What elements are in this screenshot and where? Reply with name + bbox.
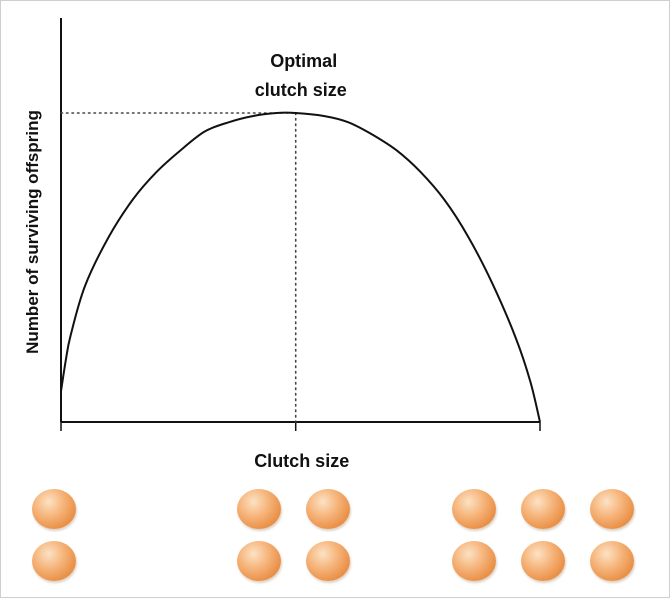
series-line-0: [60, 111, 541, 423]
annotation-label-line2: clutch size: [255, 80, 347, 100]
reference-lines: [60, 112, 297, 423]
annotation-label-line1: Optimal: [270, 51, 337, 71]
axes: [60, 18, 541, 431]
labels: Optimal clutch size Clutch size Number o…: [23, 51, 349, 471]
x-axis-label: Clutch size: [254, 451, 349, 471]
y-axis-label: Number of surviving offspring: [23, 110, 42, 354]
series-group: [60, 111, 541, 423]
